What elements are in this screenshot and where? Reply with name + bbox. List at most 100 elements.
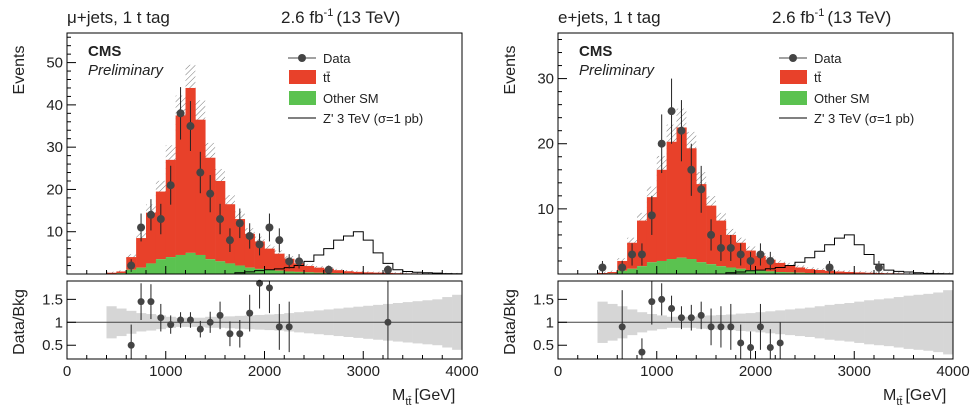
uncertainty-bin [883, 271, 894, 274]
ttbar-bar [234, 219, 246, 266]
data-point [295, 257, 304, 266]
ratio-point [668, 305, 676, 313]
other-sm-bar [304, 272, 315, 274]
ttbar-bar [116, 271, 127, 274]
legend-ttbar-swatch [780, 70, 807, 84]
ratio-point [747, 344, 755, 352]
ratio-point [756, 323, 764, 331]
legend-data-dot [789, 54, 797, 62]
preliminary-label: Preliminary [88, 62, 165, 79]
ttbar-bar [165, 159, 176, 258]
other-sm-bar [225, 263, 236, 274]
data-point [874, 263, 883, 272]
legend-data-label: Data [323, 51, 351, 66]
ratio-point [216, 311, 224, 319]
data-point [216, 215, 225, 224]
other-sm-bar [274, 270, 285, 274]
data-point [647, 211, 656, 220]
ttbar-bar [795, 267, 806, 273]
other-sm-bar [185, 252, 196, 274]
other-sm-bar [284, 271, 295, 274]
data-point [186, 122, 195, 131]
other-sm-bar [735, 268, 746, 274]
ratio-y-axis-label: Data/Bkg [11, 289, 28, 355]
channel-label: μ+jets, 1 t tag [67, 8, 170, 27]
other-sm-bar [745, 270, 756, 274]
legend-other-swatch [289, 91, 316, 105]
data-point [707, 230, 716, 239]
ttbar-bar [804, 269, 816, 274]
data-point [156, 215, 165, 224]
y-tick-label: 20 [537, 136, 554, 153]
data-point [628, 250, 637, 259]
ttbar-bar [185, 87, 196, 253]
other-sm-bar [795, 272, 806, 274]
other-sm-bar [126, 269, 137, 274]
ratio-point [285, 323, 293, 331]
other-sm-bar [755, 270, 766, 274]
data-point [618, 263, 627, 272]
x-axis-label: Mtt̄ [GeV] [392, 387, 455, 408]
ttbar-bar [136, 238, 147, 268]
data-point [383, 265, 392, 274]
ratio-y-tick-label: 1 [546, 314, 554, 331]
data-point [206, 189, 215, 198]
uncertainty-bin [844, 270, 855, 274]
ratio-point [206, 318, 214, 326]
other-sm-bar [676, 257, 687, 274]
data-point [166, 181, 175, 190]
x-tick-label: 1000 [149, 363, 182, 380]
ratio-point [275, 323, 283, 331]
data-point [736, 250, 745, 259]
uncertainty-bin [116, 270, 127, 273]
uncertainty-bin [706, 196, 716, 216]
other-sm-bar [627, 268, 638, 274]
cms-label: CMS [88, 43, 121, 60]
ratio-point [707, 323, 715, 331]
other-sm-bar [244, 267, 255, 274]
ratio-point [137, 298, 145, 306]
data-point [825, 263, 834, 272]
data-point [275, 236, 284, 245]
other-sm-bar [666, 259, 677, 274]
ttbar-bar [676, 127, 687, 258]
other-sm-bar [646, 262, 658, 274]
other-sm-bar [155, 259, 167, 274]
ratio-point [186, 316, 194, 324]
data-point [265, 223, 274, 232]
other-sm-bar [205, 259, 216, 274]
x-axis-label: Mtt̄ [GeV] [883, 387, 946, 408]
other-sm-bar [215, 261, 226, 274]
other-sm-bar [175, 254, 186, 274]
ratio-point [127, 341, 135, 349]
x-tick-label: 2000 [739, 363, 772, 380]
other-sm-bar [146, 263, 157, 274]
legend-zprime-label: Z' 3 TeV (σ=1 pb) [814, 111, 914, 126]
ttbar-bar [106, 272, 117, 274]
other-sm-bar [294, 271, 305, 274]
data-point [255, 240, 264, 249]
ratio-point [717, 323, 725, 331]
lumi-label: 2.6 fb-1 (13 TeV) [772, 7, 891, 27]
ratio-point [638, 348, 646, 356]
x-tick-label: 4000 [445, 363, 478, 380]
uncertainty-bin [422, 272, 433, 274]
other-sm-bar [637, 266, 648, 274]
uncertainty-bin [716, 212, 726, 229]
y-tick-label: 20 [46, 181, 63, 198]
other-sm-bar [775, 272, 786, 274]
ratio-point [196, 325, 204, 333]
ratio-point [147, 298, 155, 306]
legend-ttbar-label: tt̄ [814, 70, 822, 85]
legend-other-label: Other SM [814, 91, 870, 106]
ttbar-bar [313, 267, 325, 273]
x-tick-label: 1000 [640, 363, 673, 380]
uncertainty-bin [903, 272, 914, 274]
ttbar-bar [373, 272, 384, 274]
ttbar-bar [854, 272, 865, 274]
x-tick-label: 3000 [838, 363, 871, 380]
data-point [746, 256, 755, 265]
ratio-point [226, 330, 234, 338]
data-point [598, 263, 607, 272]
ratio-point [618, 323, 626, 331]
